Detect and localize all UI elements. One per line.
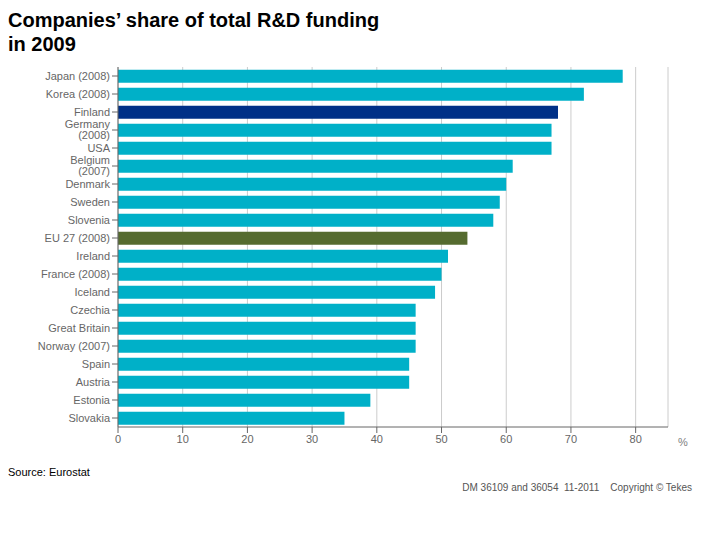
svg-text:Belgium(2007): Belgium(2007) [70, 154, 110, 177]
svg-text:Austria: Austria [76, 376, 111, 388]
svg-text:France (2008): France (2008) [41, 268, 110, 280]
svg-text:70: 70 [565, 433, 577, 445]
html-text:Source: Eurostat: Source: Eurostat [8, 466, 90, 478]
svg-text:40: 40 [371, 433, 383, 445]
html-text:in 2009: in 2009 [8, 33, 76, 55]
svg-text:Japan (2008): Japan (2008) [45, 70, 110, 82]
svg-text:Sweden: Sweden [70, 196, 110, 208]
svg-text:Iceland: Iceland [75, 286, 110, 298]
svg-text:60: 60 [500, 433, 512, 445]
svg-text:50: 50 [435, 433, 447, 445]
svg-text:80: 80 [630, 433, 642, 445]
svg-text:%: % [678, 436, 688, 448]
html-text:DM 36109 and 36054 11-2011 Cop: DM 36109 and 36054 11-2011 Copyright © T… [462, 482, 692, 493]
html-text:Companies’ share of total R&D: Companies’ share of total R&D funding [8, 9, 380, 31]
svg-text:Slovakia: Slovakia [68, 412, 110, 424]
svg-text:10: 10 [177, 433, 189, 445]
svg-text:Korea (2008): Korea (2008) [46, 88, 110, 100]
svg-text:Germany(2008): Germany(2008) [65, 118, 111, 141]
svg-text:Norway (2007): Norway (2007) [38, 340, 110, 352]
svg-text:Great Britain: Great Britain [48, 322, 110, 334]
svg-text:20: 20 [241, 433, 253, 445]
svg-text:EU 27 (2008): EU 27 (2008) [45, 232, 110, 244]
svg-text:Estonia: Estonia [73, 394, 111, 406]
svg-text:Czechia: Czechia [70, 304, 111, 316]
svg-text:30: 30 [306, 433, 318, 445]
svg-text:0: 0 [115, 433, 121, 445]
svg-text:Denmark: Denmark [65, 178, 110, 190]
svg-text:Finland: Finland [74, 106, 110, 118]
svg-text:Ireland: Ireland [76, 250, 110, 262]
svg-text:Spain: Spain [82, 358, 110, 370]
svg-text:USA: USA [87, 142, 110, 154]
svg-text:Slovenia: Slovenia [68, 214, 111, 226]
